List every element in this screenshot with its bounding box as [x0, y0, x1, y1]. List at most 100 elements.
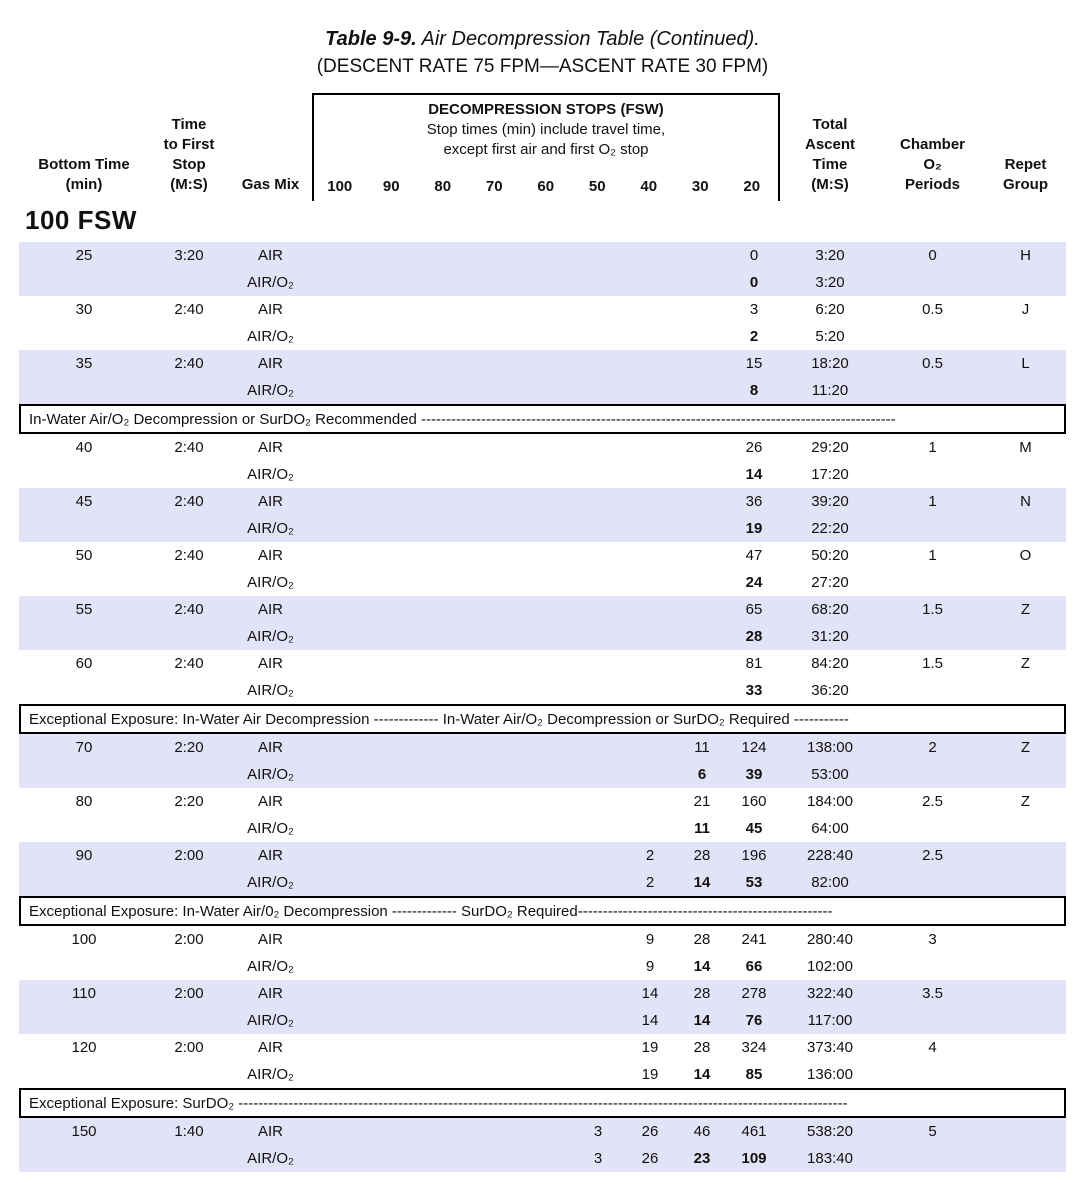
section-banner: Exceptional Exposure: In-Water Air Decom…: [19, 704, 1066, 734]
cell-stop-20: 65: [745, 601, 763, 618]
table-row: 25 3:20 AIR 0 3:20 0 H: [19, 242, 1066, 269]
cell-first-stop: 2:40: [174, 493, 204, 510]
section-banner: In-Water Air/O₂ Decompression or SurDO₂ …: [19, 404, 1066, 434]
cell-gas-mix: AIR/O₂: [247, 874, 294, 891]
cell-stop-20: 66: [745, 958, 763, 975]
cell-total-ascent: 18:20: [811, 355, 849, 372]
cell-gas-mix: AIR: [257, 931, 283, 948]
cell-repet-group: O: [1019, 547, 1032, 564]
stop-column-header-70: 70: [485, 178, 503, 195]
cell-first-stop: 2:40: [174, 601, 204, 618]
cell-stop-20: 196: [741, 847, 767, 864]
table-row: AIR/O₂ 3 26 23 109 183:40: [19, 1145, 1066, 1172]
cell-total-ascent: 82:00: [811, 874, 849, 891]
cell-bottom-time: 40: [75, 439, 93, 456]
table-row: 80 2:20 AIR 21 160 184:00 2.5 Z: [19, 788, 1066, 815]
cell-gas-mix: AIR: [257, 1039, 283, 1056]
cell-bottom-time: 100: [71, 931, 97, 948]
cell-bottom-time: 25: [75, 247, 93, 264]
cell-stop-20: 53: [745, 874, 763, 891]
cell-o2-periods: 0.5: [922, 301, 943, 318]
cell-gas-mix: AIR: [257, 1123, 283, 1140]
cell-gas-mix: AIR: [257, 301, 283, 318]
cell-gas-mix: AIR: [257, 547, 283, 564]
cell-stop-30: 14: [693, 1066, 711, 1083]
cell-stop-30: 14: [693, 958, 711, 975]
cell-stop-40: 9: [645, 958, 655, 975]
cell-stop-20: 324: [741, 1039, 767, 1056]
cell-repet-group: Z: [1020, 793, 1031, 810]
cell-stop-40: 26: [641, 1123, 659, 1140]
cell-stop-20: 28: [745, 628, 763, 645]
table-title-block: Table 9-9. Air Decompression Table (Cont…: [19, 0, 1066, 80]
cell-total-ascent: 228:40: [807, 847, 853, 864]
cell-total-ascent: 27:20: [811, 574, 849, 591]
stops-box-note-2: except first air and first O₂ stop: [443, 141, 649, 158]
table-body: 25 3:20 AIR 0 3:20 0 H AIR/O₂ 0 3:20 30 2:40 AIR 3 6:2…: [19, 242, 1066, 1172]
cell-stop-30: 11: [694, 739, 710, 756]
cell-first-stop: 2:00: [174, 847, 204, 864]
cell-o2-periods: 1: [928, 493, 937, 510]
stop-column-header-100: 100: [327, 178, 353, 195]
cell-bottom-time: 90: [75, 847, 93, 864]
cell-gas-mix: AIR/O₂: [247, 958, 294, 975]
cell-total-ascent: 183:40: [807, 1150, 853, 1167]
stop-column-header-40: 40: [640, 178, 658, 195]
cell-total-ascent: 64:00: [811, 820, 849, 837]
cell-bottom-time: 80: [75, 793, 93, 810]
stops-box-note-1: Stop times (min) include travel time,: [426, 121, 666, 138]
cell-repet-group: M: [1019, 439, 1032, 456]
cell-stop-20: 85: [745, 1066, 763, 1083]
cell-o2-periods: 1: [928, 439, 937, 456]
cell-total-ascent: 3:20: [815, 274, 845, 291]
bottom-time-group: 90 2:00 AIR 2 28 196 228:40 2.5 AIR/O₂ 2 14 53 82:00: [19, 842, 1066, 896]
cell-bottom-time: 70: [75, 739, 93, 756]
table-row: AIR/O₂ 2 5:20: [19, 323, 1066, 350]
header-chamber-o2: Chamber O₂ Periods: [899, 136, 966, 193]
table-subtitle: (DESCENT RATE 75 FPM—ASCENT RATE 30 FPM): [316, 56, 769, 77]
cell-total-ascent: 39:20: [811, 493, 849, 510]
cell-gas-mix: AIR/O₂: [247, 766, 294, 783]
table-row: AIR/O₂ 6 39 53:00: [19, 761, 1066, 788]
cell-gas-mix: AIR/O₂: [247, 628, 294, 645]
cell-stop-20: 278: [741, 985, 767, 1002]
table-row: 50 2:40 AIR 47 50:20 1 O: [19, 542, 1066, 569]
cell-o2-periods: 1: [928, 547, 937, 564]
table-row: AIR/O₂ 19 22:20: [19, 515, 1066, 542]
cell-gas-mix: AIR/O₂: [247, 1150, 294, 1167]
table-row: AIR/O₂ 0 3:20: [19, 269, 1066, 296]
cell-stop-20: 39: [745, 766, 763, 783]
cell-stop-20: 3: [749, 301, 759, 318]
cell-gas-mix: AIR: [257, 793, 283, 810]
cell-stop-20: 160: [741, 793, 767, 810]
stop-column-header-30: 30: [691, 178, 709, 195]
stop-column-header-60: 60: [537, 178, 555, 195]
cell-stop-20: 76: [745, 1012, 763, 1029]
bottom-time-group: 30 2:40 AIR 3 6:20 0.5 J AIR/O₂ 2 5:20: [19, 296, 1066, 350]
cell-total-ascent: 31:20: [811, 628, 849, 645]
cell-stop-30: 11: [694, 820, 710, 837]
cell-bottom-time: 120: [71, 1039, 97, 1056]
cell-stop-30: 14: [693, 874, 711, 891]
cell-stop-40: 2: [645, 847, 655, 864]
cell-stop-20: 33: [745, 682, 763, 699]
cell-repet-group: H: [1020, 247, 1031, 264]
table-number: Table 9-9.: [325, 28, 417, 50]
bottom-time-group: 50 2:40 AIR 47 50:20 1 O AIR/O₂ 24 27:20: [19, 542, 1066, 596]
cell-stop-30: 21: [693, 793, 711, 810]
cell-total-ascent: 136:00: [807, 1066, 853, 1083]
cell-stop-20: 14: [745, 466, 763, 483]
stop-column-header-80: 80: [434, 178, 452, 195]
cell-first-stop: 2:40: [174, 439, 204, 456]
cell-gas-mix: AIR/O₂: [247, 1066, 294, 1083]
cell-total-ascent: 11:20: [811, 382, 849, 399]
cell-total-ascent: 184:00: [807, 793, 853, 810]
bottom-time-group: 100 2:00 AIR 9 28 241 280:40 3 AIR/O₂ 9 14 66 102:00: [19, 926, 1066, 980]
header-repet-group: Repet Group: [1003, 156, 1048, 193]
cell-stop-40: 2: [645, 874, 655, 891]
cell-bottom-time: 50: [75, 547, 93, 564]
cell-gas-mix: AIR: [257, 847, 283, 864]
table-row: AIR/O₂ 2 14 53 82:00: [19, 869, 1066, 896]
bottom-time-group: 110 2:00 AIR 14 28 278 322:40 3.5 AIR/O₂ 14 14 76 11…: [19, 980, 1066, 1034]
cell-total-ascent: 53:00: [811, 766, 849, 783]
